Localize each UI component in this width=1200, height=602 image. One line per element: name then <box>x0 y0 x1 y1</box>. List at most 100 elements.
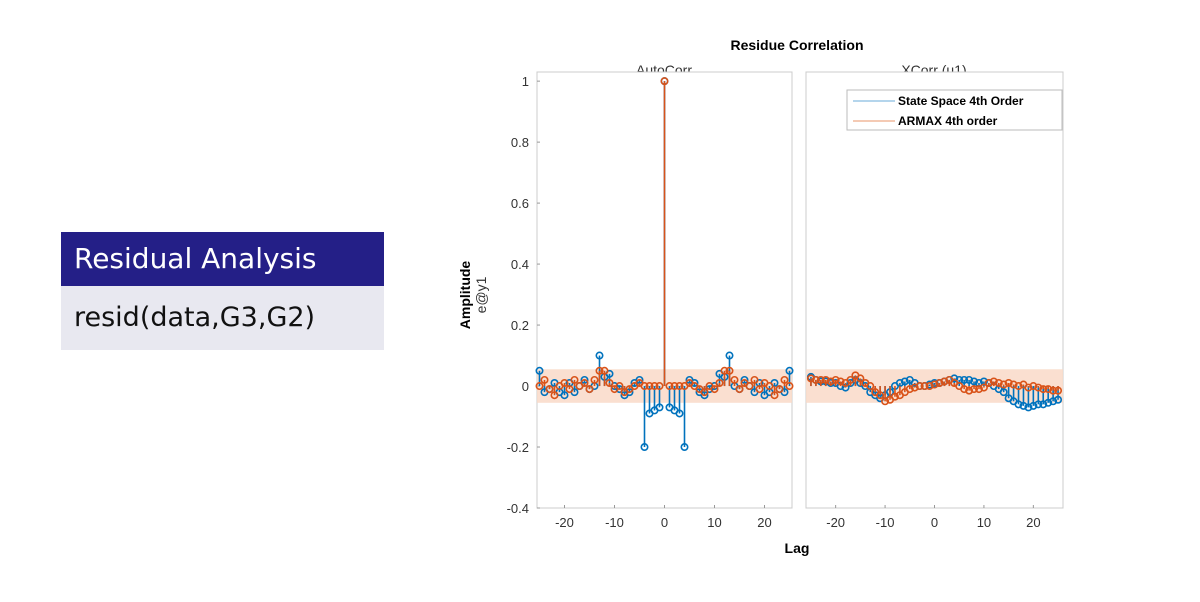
stem-marker-1 <box>655 403 664 412</box>
stem-marker-2 <box>565 385 574 394</box>
x-tick-label: -20 <box>826 515 845 530</box>
stem-marker-2 <box>930 380 939 389</box>
stem-marker-2 <box>600 366 609 375</box>
stem-marker-1 <box>1039 400 1048 409</box>
stem-marker-2 <box>545 385 554 394</box>
stem-marker-2 <box>730 375 739 384</box>
stem-marker-2 <box>785 382 794 391</box>
stem-marker-2 <box>816 375 825 384</box>
stem-marker-2 <box>670 382 679 391</box>
x-tick-label: -20 <box>555 515 574 530</box>
stem-marker-2 <box>940 377 949 386</box>
stem-marker-2 <box>905 385 914 394</box>
stem-marker-1 <box>560 391 569 400</box>
legend-entry-series1: State Space 4th Order <box>898 94 1024 108</box>
x-tick-label: 10 <box>707 515 721 530</box>
stem-marker-2 <box>970 385 979 394</box>
stem-marker-1 <box>1044 398 1053 407</box>
stem-marker-2 <box>750 375 759 384</box>
stem-marker-2 <box>580 378 589 387</box>
stem-marker-1 <box>1049 397 1058 406</box>
stem-marker-2 <box>645 382 654 391</box>
stem-marker-2 <box>560 378 569 387</box>
legend-entry-series2: ARMAX 4th order <box>898 114 998 128</box>
stem-marker-2 <box>915 382 924 391</box>
stem-marker-1 <box>970 377 979 386</box>
stem-marker-2 <box>1004 378 1013 387</box>
stem-marker-1 <box>680 443 689 452</box>
stem-marker-2 <box>735 385 744 394</box>
stem-marker-1 <box>1054 395 1063 404</box>
stem-marker-2 <box>775 385 784 394</box>
stem-marker-2 <box>866 382 875 391</box>
stem-marker-2 <box>1049 386 1058 395</box>
stem-marker-2 <box>999 380 1008 389</box>
stem-marker-2 <box>1034 383 1043 392</box>
x-tick-label: 20 <box>757 515 771 530</box>
x-axis-label: Lag <box>785 540 810 556</box>
stem-marker-1 <box>1024 403 1033 412</box>
stem-marker-2 <box>780 375 789 384</box>
stem-marker-2 <box>650 382 659 391</box>
stem-marker-1 <box>725 351 734 360</box>
stem-marker-1 <box>595 351 604 360</box>
stem-marker-2 <box>755 385 764 394</box>
stem-marker-2 <box>920 382 929 391</box>
stem-marker-2 <box>770 391 779 400</box>
stem-marker-2 <box>710 385 719 394</box>
stem-marker-2 <box>910 383 919 392</box>
stem-marker-2 <box>660 77 669 86</box>
y-tick-label: 0.6 <box>511 196 529 211</box>
stem-marker-2 <box>595 366 604 375</box>
stem-marker-2 <box>1014 382 1023 391</box>
stem-marker-2 <box>876 391 885 400</box>
stem-marker-1 <box>535 366 544 375</box>
stem-marker-1 <box>640 443 649 452</box>
stem-marker-2 <box>1039 385 1048 394</box>
stem-marker-2 <box>675 382 684 391</box>
x-tick-label: 10 <box>977 515 991 530</box>
stem-marker-2 <box>720 366 729 375</box>
stem-marker-2 <box>590 375 599 384</box>
stem-marker-2 <box>745 382 754 391</box>
x-tick-label: -10 <box>876 515 895 530</box>
stem-marker-2 <box>1009 380 1018 389</box>
stem-marker-1 <box>1034 400 1043 409</box>
stem-marker-2 <box>826 377 835 386</box>
stem-marker-2 <box>725 366 734 375</box>
stem-marker-1 <box>675 409 684 418</box>
stem-marker-2 <box>989 377 998 386</box>
slide-callout: Residual Analysis resid(data,G3,G2) <box>61 232 384 350</box>
stem-marker-2 <box>846 375 855 384</box>
slide-code: resid(data,G3,G2) <box>61 286 384 350</box>
stem-marker-2 <box>665 382 674 391</box>
stem-marker-2 <box>1054 386 1063 395</box>
stem-marker-2 <box>540 375 549 384</box>
stem-marker-2 <box>550 391 559 400</box>
stem-marker-1 <box>861 382 870 391</box>
chart-title: Residue Correlation <box>730 37 863 53</box>
stem-marker-1 <box>690 378 699 387</box>
stem-marker-2 <box>715 378 724 387</box>
stem-marker-2 <box>585 385 594 394</box>
y-axis-sublabel: e@y1 <box>473 276 489 313</box>
x-tick-label: 0 <box>931 515 938 530</box>
stem-marker-1 <box>900 377 909 386</box>
stem-marker-1 <box>1019 401 1028 410</box>
stem-marker-2 <box>1044 385 1053 394</box>
stem-marker-2 <box>640 382 649 391</box>
slide-title: Residual Analysis <box>61 232 384 286</box>
stem-marker-2 <box>836 377 845 386</box>
stem-marker-1 <box>1014 400 1023 409</box>
stem-marker-2 <box>535 382 544 391</box>
stem-marker-1 <box>999 388 1008 397</box>
legend: State Space 4th Order ARMAX 4th order <box>846 89 1063 131</box>
stem-marker-1 <box>965 375 974 384</box>
stem-marker-2 <box>994 378 1003 387</box>
stem-marker-2 <box>605 378 614 387</box>
x-tick-label: -10 <box>605 515 624 530</box>
stem-marker-1 <box>1029 401 1038 410</box>
stem-marker-2 <box>925 382 934 391</box>
stem-marker-2 <box>811 375 820 384</box>
